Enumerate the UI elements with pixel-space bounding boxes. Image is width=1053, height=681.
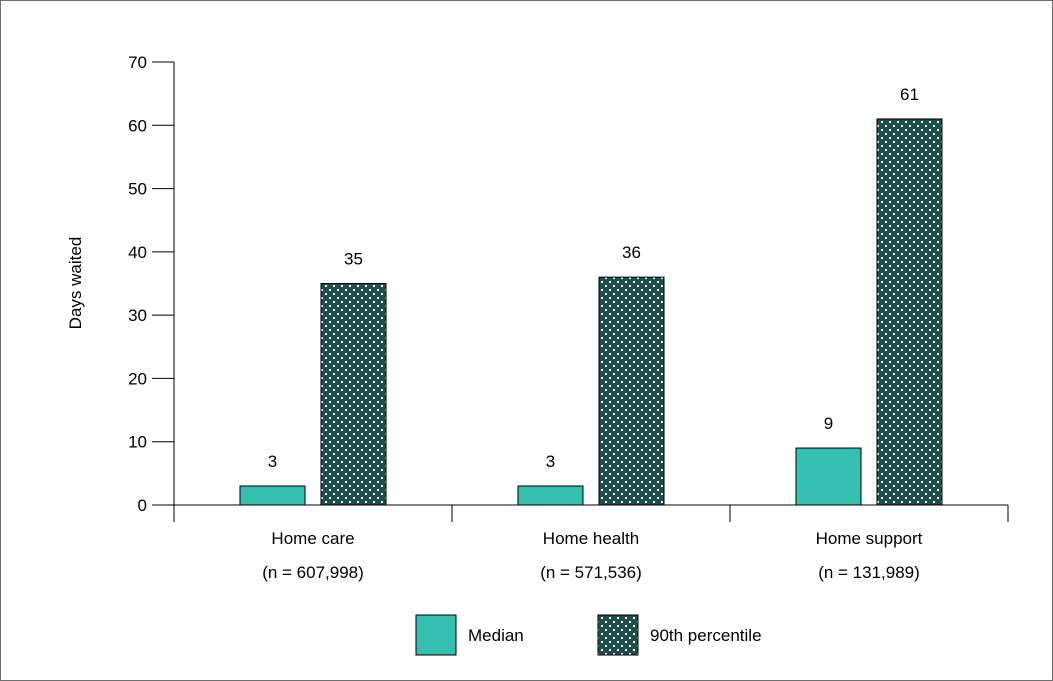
data-label: 35: [344, 250, 363, 269]
legend-label: Median: [468, 626, 524, 645]
y-tick-label: 20: [128, 369, 147, 388]
y-tick-label: 0: [138, 496, 147, 515]
y-tick-label: 40: [128, 243, 147, 262]
x-tick-sublabel: (n = 607,998): [262, 563, 364, 582]
data-label: 3: [546, 452, 555, 471]
legend: Median 90th percentile: [415, 614, 762, 656]
x-tick-label: Home care: [271, 529, 354, 548]
y-tick-label: 10: [128, 433, 147, 452]
bar: [517, 485, 584, 506]
y-axis-label: Days waited: [66, 237, 85, 330]
bars: 3 3 9 35 36 61: [239, 85, 943, 506]
data-label: 3: [268, 452, 277, 471]
bar: [320, 283, 387, 506]
legend-swatch: [415, 614, 457, 656]
x-tick-label: Home support: [816, 529, 923, 548]
data-label: 9: [824, 414, 833, 433]
x-tick-sublabel: (n = 571,536): [540, 563, 642, 582]
data-label: 61: [900, 85, 919, 104]
legend-swatch: [597, 614, 639, 656]
y-tick-label: 60: [128, 116, 147, 135]
bar: [876, 118, 943, 506]
x-tick-sublabel: (n = 131,989): [818, 563, 920, 582]
data-label: 36: [622, 243, 641, 262]
x-tick-label: Home health: [543, 529, 639, 548]
legend-label: 90th percentile: [650, 626, 762, 645]
bar: [795, 447, 862, 506]
bar: [598, 276, 665, 506]
bar: [239, 485, 306, 506]
y-tick-label: 70: [128, 53, 147, 72]
x-axis: Home care (n = 607,998) Home health (n = 57…: [173, 504, 1009, 582]
y-tick-label: 30: [128, 306, 147, 325]
y-tick-label: 50: [128, 180, 147, 199]
y-axis: 0 10 20 30 40 50 60 70: [128, 53, 175, 515]
